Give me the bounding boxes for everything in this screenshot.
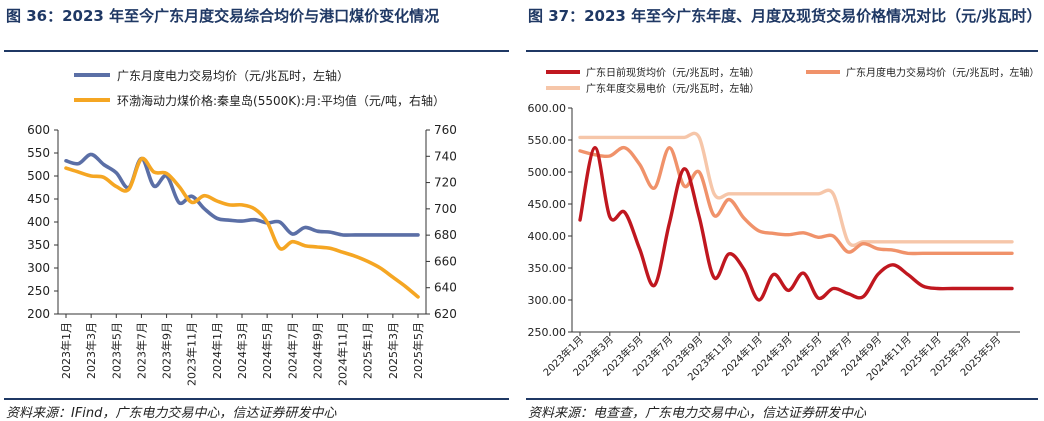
y-left-tick-label: 250 <box>27 284 50 298</box>
left-source-note: 资料来源：IFind，广东电力交易中心，信达证券研发中心 <box>6 406 337 421</box>
y-right-tick-label: 760 <box>434 123 457 137</box>
series-line-spot-price <box>578 145 1014 302</box>
right-chart-svg: 250.00 300.00 350.00 400.00 450.00 500.00 550.… <box>528 66 1040 383</box>
x-tick-label: 2023年7月 <box>134 322 148 379</box>
y-left-tick-label: 550 <box>27 146 50 160</box>
x-tick-label: 2025年5月 <box>411 322 425 379</box>
y-tick-label: 550.00 <box>528 134 567 147</box>
y-right-tick-label: 680 <box>434 228 457 242</box>
legend-label: 环渤海动力煤价格:秦皇岛(5500K):月:平均值（元/吨，右轴） <box>117 93 445 108</box>
left-source-rule <box>4 398 509 400</box>
left-title-rule <box>4 50 509 52</box>
right-source-rule <box>526 398 1038 400</box>
y-right-tick-label: 660 <box>434 254 457 268</box>
legend-label: 广东年度交易电价（元/兆瓦时，左轴） <box>586 82 759 95</box>
x-tick-label: 2023年5月 <box>109 322 123 379</box>
x-tick-label: 2023年3月 <box>84 322 98 379</box>
y-left-tick-label: 400 <box>27 215 50 229</box>
y-tick-label: 350.00 <box>528 262 567 275</box>
x-tick-label: 2025年3月 <box>386 322 400 379</box>
right-chart-panel: 图 37：2023 年至今广东年度、月度及现货交易价格情况对比（元/兆瓦时） 2… <box>522 0 1044 421</box>
x-tick-label: 2024年9月 <box>310 322 324 379</box>
y-right-tick-label: 700 <box>434 202 457 216</box>
right-chart-title: 图 37：2023 年至今广东年度、月度及现货交易价格情况对比（元/兆瓦时） <box>528 7 1042 25</box>
x-tick-label: 2023年9月 <box>160 322 174 379</box>
x-tick-label: 2023年1月 <box>59 322 73 379</box>
y-right-tick-label: 720 <box>434 176 457 190</box>
x-tick-label: 2024年7月 <box>285 322 299 379</box>
y-right-tick-label: 740 <box>434 149 457 163</box>
y-tick-label: 450.00 <box>528 198 567 211</box>
right-source-note: 资料来源：电查查，广东电力交易中心，信达证券研发中心 <box>528 406 867 421</box>
legend-label: 广东月度电力交易均价（元/兆瓦时，左轴） <box>117 68 349 83</box>
right-title-rule <box>526 50 1038 52</box>
legend-label: 广东月度电力交易均价（元/兆瓦时，左轴） <box>846 66 1039 79</box>
y-left-tick-label: 300 <box>27 261 50 275</box>
left-chart-panel: 图 36：2023 年至今广东月度交易综合均价与港口煤价变化情况 200 250 3… <box>0 0 515 421</box>
left-chart-title: 图 36：2023 年至今广东月度交易综合均价与港口煤价变化情况 <box>6 7 440 25</box>
y-tick-label: 300.00 <box>528 294 567 307</box>
y-tick-label: 500.00 <box>528 166 567 179</box>
y-left-tick-label: 500 <box>27 169 50 183</box>
y-left-tick-label: 200 <box>27 307 50 321</box>
y-left-tick-label: 450 <box>27 192 50 206</box>
x-tick-label: 2024年1月 <box>210 322 224 379</box>
y-right-tick-label: 640 <box>434 281 457 295</box>
y-tick-label: 250.00 <box>528 326 567 339</box>
legend-label: 广东日前现货均价（元/兆瓦时，左轴） <box>586 66 759 79</box>
x-tick-label: 2023年11月 <box>185 322 199 386</box>
y-left-tick-label: 600 <box>27 123 50 137</box>
x-tick-label: 2024年5月 <box>260 322 274 379</box>
left-chart-svg: 200 250 300 350 400 450 500 550 600 620 640 660 680 7… <box>27 68 457 386</box>
y-left-tick-label: 350 <box>27 238 50 252</box>
y-tick-label: 400.00 <box>528 230 567 243</box>
y-tick-label: 600.00 <box>528 102 567 115</box>
y-right-tick-label: 620 <box>434 307 457 321</box>
series-line-monthly-price <box>578 145 1014 256</box>
x-tick-label: 2025年1月 <box>361 322 375 379</box>
series-line-annual-price <box>578 131 1014 248</box>
x-tick-label: 2024年3月 <box>235 322 249 379</box>
series-line-coal-price <box>64 156 420 299</box>
series-line-monthly-power-price <box>64 152 420 237</box>
x-tick-label: 2024年11月 <box>336 322 350 386</box>
